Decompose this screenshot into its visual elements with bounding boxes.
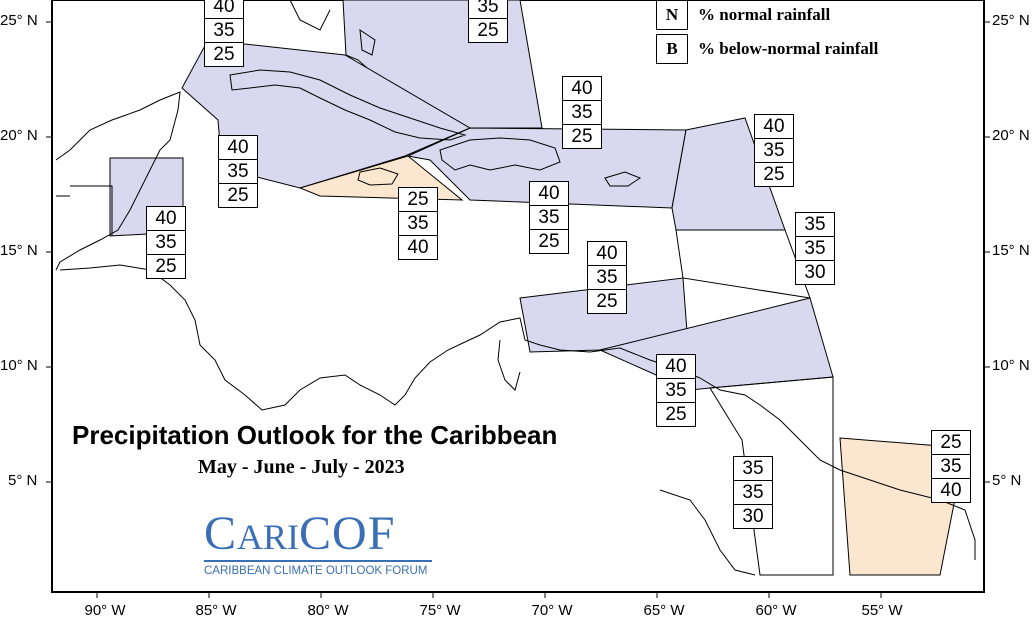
- legend-key-below: B: [656, 34, 688, 64]
- lat-label-right-20: 20° N: [992, 127, 1030, 144]
- region-southern-leeward: [675, 229, 811, 299]
- map-subtitle: May - June - July - 2023: [198, 456, 405, 478]
- lat-label-left-10: 10° N: [0, 357, 38, 374]
- outlook-box-suriname-french-guiana: 25 35 40: [931, 430, 971, 503]
- prob-normal: 35: [219, 159, 257, 183]
- outlook-box-southern-leeward: 35 35 30: [795, 212, 835, 285]
- lon-label-85: 85° W: [195, 602, 237, 619]
- lat-label-right-15: 15° N: [992, 242, 1030, 259]
- outlook-box-trinidad-tobago: 40 35 25: [656, 354, 696, 427]
- prob-below: 25: [588, 289, 626, 313]
- lon-label-55: 55° W: [861, 602, 903, 619]
- prob-normal: 35: [734, 480, 772, 504]
- outlook-box-hispaniola-puerto-rico: 40 35 25: [529, 181, 569, 254]
- prob-above: 40: [665, 356, 687, 377]
- prob-above: 35: [742, 458, 764, 479]
- prob-below: 25: [563, 124, 601, 148]
- map-title: Precipitation Outlook for the Caribbean: [72, 420, 558, 450]
- prob-normal: 35: [530, 205, 568, 229]
- legend-key-normal: N: [656, 0, 688, 30]
- caricof-logo: CARICOF: [204, 510, 395, 558]
- prob-below: 40: [399, 235, 437, 259]
- legend-label-normal: % normal rainfall: [698, 5, 831, 24]
- prob-below: 25: [530, 229, 568, 253]
- legend-label-below: % below-normal rainfall: [698, 39, 879, 58]
- prob-above: 40: [571, 78, 593, 99]
- lon-label-75: 75° W: [419, 602, 461, 619]
- prob-above: 40: [213, 0, 235, 17]
- outlook-box-guyana: 35 35 30: [733, 456, 773, 529]
- axis-ticks: [46, 21, 990, 598]
- prob-above: 40: [227, 137, 249, 158]
- outlook-box-turks-caicos: 40 35 25: [562, 76, 602, 149]
- logo-tagline: CARIBBEAN CLIMATE OUTLOOK FORUM: [204, 565, 428, 577]
- prob-normal: 35: [563, 100, 601, 124]
- lat-label-left-25: 25° N: [0, 12, 38, 29]
- lat-label-right-10: 10° N: [992, 357, 1030, 374]
- lat-label-left-20: 20° N: [0, 127, 38, 144]
- prob-above: 35: [804, 214, 826, 235]
- lon-label-90: 90° W: [84, 602, 126, 619]
- logo-part1: ARI: [237, 517, 300, 557]
- prob-above: 40: [596, 243, 618, 264]
- outlook-box-northern-leeward: 40 35 25: [754, 114, 794, 187]
- logo-divider: [204, 560, 432, 562]
- prob-above: 25: [940, 432, 962, 453]
- coastlines: [55, 0, 976, 576]
- legend-below: B % below-normal rainfall: [656, 34, 878, 64]
- lon-label-70: 70° W: [531, 602, 573, 619]
- prob-normal: 35: [755, 138, 793, 162]
- prob-below: 25: [755, 162, 793, 186]
- prob-below: 30: [796, 260, 834, 284]
- prob-above: 40: [155, 208, 177, 229]
- prob-above: 40: [763, 116, 785, 137]
- prob-normal: 35: [796, 236, 834, 260]
- lon-label-80: 80° W: [307, 602, 349, 619]
- prob-below: 25: [147, 254, 185, 278]
- prob-below: 30: [734, 504, 772, 528]
- prob-normal: 35: [588, 265, 626, 289]
- legend-normal: N % normal rainfall: [656, 0, 830, 30]
- prob-normal: 35: [147, 230, 185, 254]
- prob-below: 25: [469, 18, 507, 42]
- logo-part2: COF: [299, 507, 396, 560]
- unshaded-regions: [675, 229, 834, 576]
- prob-normal: 35: [205, 18, 243, 42]
- lat-label-left-15: 15° N: [0, 242, 38, 259]
- map-frame: [51, 0, 985, 593]
- prob-below: 25: [205, 42, 243, 66]
- prob-below: 40: [932, 478, 970, 502]
- lon-label-65: 65° W: [643, 602, 685, 619]
- outlook-box-abc-islands: 40 35 25: [587, 241, 627, 314]
- outlook-box-northern-bahamas: 40 35 25: [204, 0, 244, 67]
- prob-above: 40: [538, 183, 560, 204]
- prob-below: 25: [219, 183, 257, 207]
- prob-normal: 35: [399, 211, 437, 235]
- lat-label-right-25: 25° N: [992, 12, 1030, 29]
- region-guyana: [709, 376, 834, 576]
- outlook-box-southern-bahamas: 35 25: [468, 0, 508, 43]
- lat-label-left-5: 5° N: [8, 472, 38, 489]
- prob-normal: 35: [657, 378, 695, 402]
- prob-above: 25: [407, 189, 429, 210]
- outlook-box-cuba: 40 35 25: [218, 135, 258, 208]
- lat-label-right-5: 5° N: [992, 472, 1022, 489]
- prob-below: 25: [657, 402, 695, 426]
- logo-initial: C: [204, 507, 238, 560]
- outlook-box-jamaica: 25 35 40: [398, 187, 438, 260]
- lon-label-60: 60° W: [755, 602, 797, 619]
- prob-normal: 35: [469, 0, 507, 18]
- prob-normal: 35: [932, 454, 970, 478]
- outlook-box-belize: 40 35 25: [146, 206, 186, 279]
